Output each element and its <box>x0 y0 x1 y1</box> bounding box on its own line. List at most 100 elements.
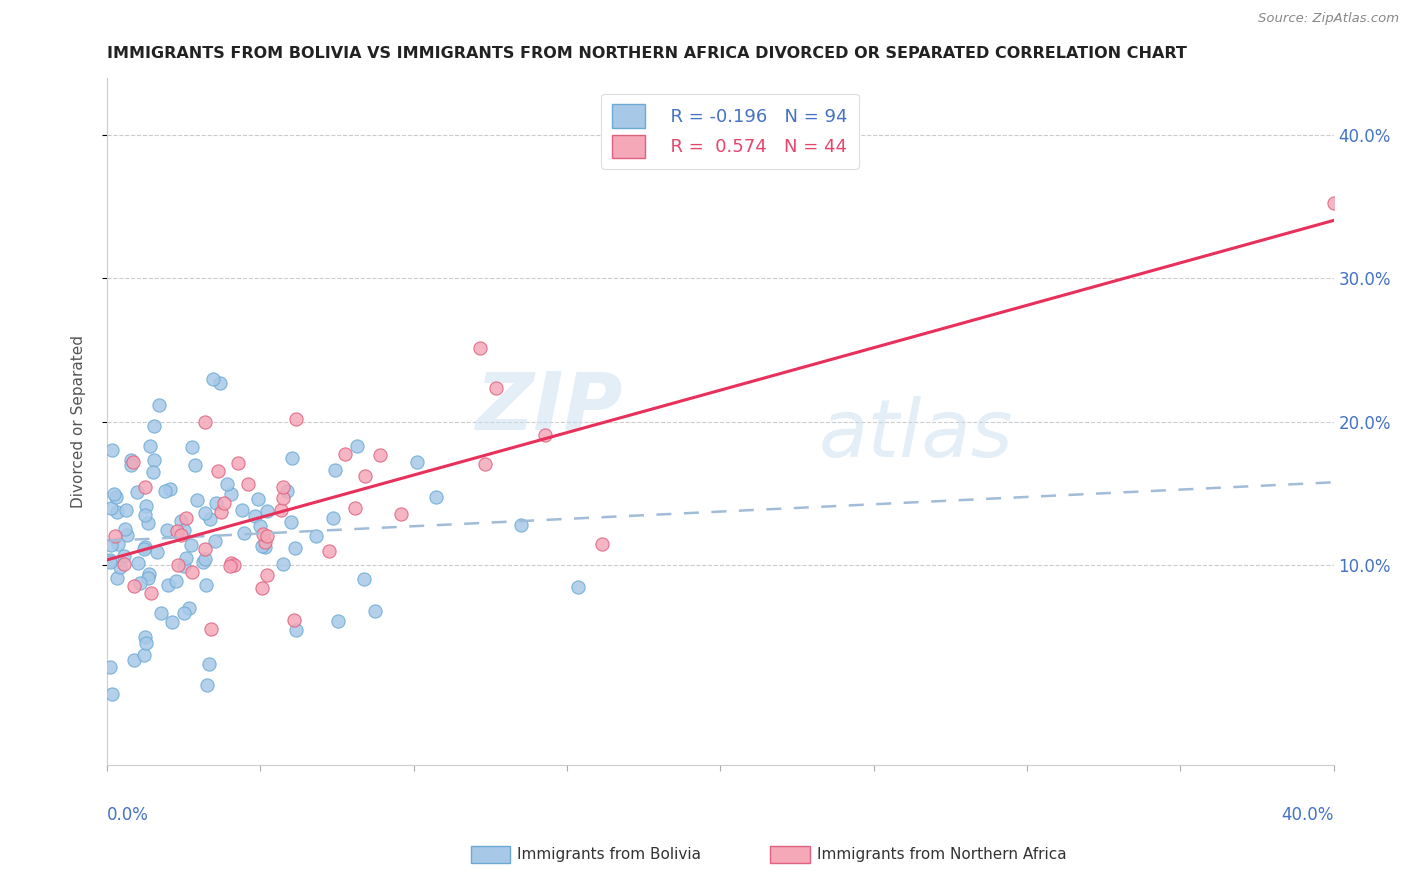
Point <box>256 503 278 517</box>
Point <box>162 615 184 629</box>
Point <box>143 452 166 467</box>
Point <box>108 560 131 574</box>
Point <box>159 482 181 496</box>
Point <box>1323 196 1346 211</box>
Point <box>169 527 191 541</box>
Point <box>120 452 142 467</box>
Point <box>468 341 491 355</box>
Point <box>115 527 138 541</box>
Point <box>281 451 304 466</box>
Y-axis label: Divorced or Separated: Divorced or Separated <box>72 335 86 508</box>
Point <box>245 509 267 524</box>
Point <box>194 506 217 520</box>
Point <box>217 477 239 491</box>
Point <box>204 496 226 510</box>
Point <box>346 439 368 453</box>
Point <box>165 574 187 588</box>
Point <box>174 551 197 566</box>
Text: ZIP: ZIP <box>475 368 623 447</box>
Point <box>104 529 127 543</box>
Point <box>132 648 155 662</box>
Point <box>233 526 256 541</box>
Point <box>127 556 149 570</box>
Point <box>271 480 294 494</box>
Point <box>173 606 195 620</box>
Point <box>166 524 188 539</box>
Point <box>134 630 156 644</box>
Point <box>389 507 412 521</box>
Point <box>200 512 222 526</box>
Point <box>364 604 387 618</box>
Point <box>194 578 217 592</box>
Point <box>115 503 138 517</box>
Point <box>328 614 350 628</box>
Point <box>194 542 217 557</box>
Point <box>156 524 179 538</box>
Point <box>125 485 148 500</box>
Text: Immigrants from Northern Africa: Immigrants from Northern Africa <box>817 847 1067 862</box>
Point <box>219 486 242 500</box>
Point <box>100 500 122 515</box>
Point <box>112 557 135 571</box>
Point <box>285 412 308 426</box>
Point <box>194 551 217 566</box>
Point <box>134 541 156 556</box>
Point <box>276 483 298 498</box>
Point <box>138 566 160 581</box>
Point <box>179 601 201 615</box>
Text: IMMIGRANTS FROM BOLIVIA VS IMMIGRANTS FROM NORTHERN AFRICA DIVORCED OR SEPARATED: IMMIGRANTS FROM BOLIVIA VS IMMIGRANTS FR… <box>107 46 1187 62</box>
Point <box>280 515 302 529</box>
Point <box>322 511 344 525</box>
Point <box>219 556 242 570</box>
Point <box>256 568 278 582</box>
Point <box>250 581 273 595</box>
Point <box>195 678 218 692</box>
Point <box>283 613 305 627</box>
Text: 40.0%: 40.0% <box>1281 805 1334 823</box>
Point <box>333 447 356 461</box>
Point <box>214 496 236 510</box>
Point <box>567 580 589 594</box>
Point <box>173 523 195 537</box>
Point <box>135 499 157 513</box>
Point <box>406 455 429 469</box>
Point <box>183 458 205 473</box>
Point <box>138 516 160 531</box>
Point <box>120 458 142 472</box>
Point <box>180 566 202 580</box>
Point <box>128 575 150 590</box>
Point <box>167 558 190 572</box>
Point <box>114 522 136 536</box>
Point <box>98 553 121 567</box>
Point <box>124 653 146 667</box>
Point <box>425 491 447 505</box>
Point <box>270 503 292 517</box>
Point <box>103 487 125 501</box>
Point <box>134 480 156 494</box>
Point <box>207 464 229 478</box>
Point <box>254 540 277 554</box>
Point <box>194 415 217 429</box>
Point <box>104 490 127 504</box>
Point <box>249 519 271 533</box>
Point <box>368 448 391 462</box>
Point <box>98 659 121 673</box>
Point <box>224 558 246 573</box>
Point <box>256 529 278 543</box>
Point <box>271 491 294 505</box>
Point <box>100 538 122 552</box>
Point <box>200 622 222 636</box>
Point <box>208 376 231 391</box>
Point <box>134 508 156 522</box>
Point <box>284 541 307 555</box>
Point <box>474 457 496 471</box>
Point <box>250 539 273 553</box>
Point <box>173 558 195 573</box>
Point <box>204 534 226 549</box>
Point <box>534 428 557 442</box>
Point <box>343 501 366 516</box>
Point <box>98 556 121 570</box>
Point <box>141 586 163 600</box>
Point <box>122 579 145 593</box>
Point <box>101 687 124 701</box>
